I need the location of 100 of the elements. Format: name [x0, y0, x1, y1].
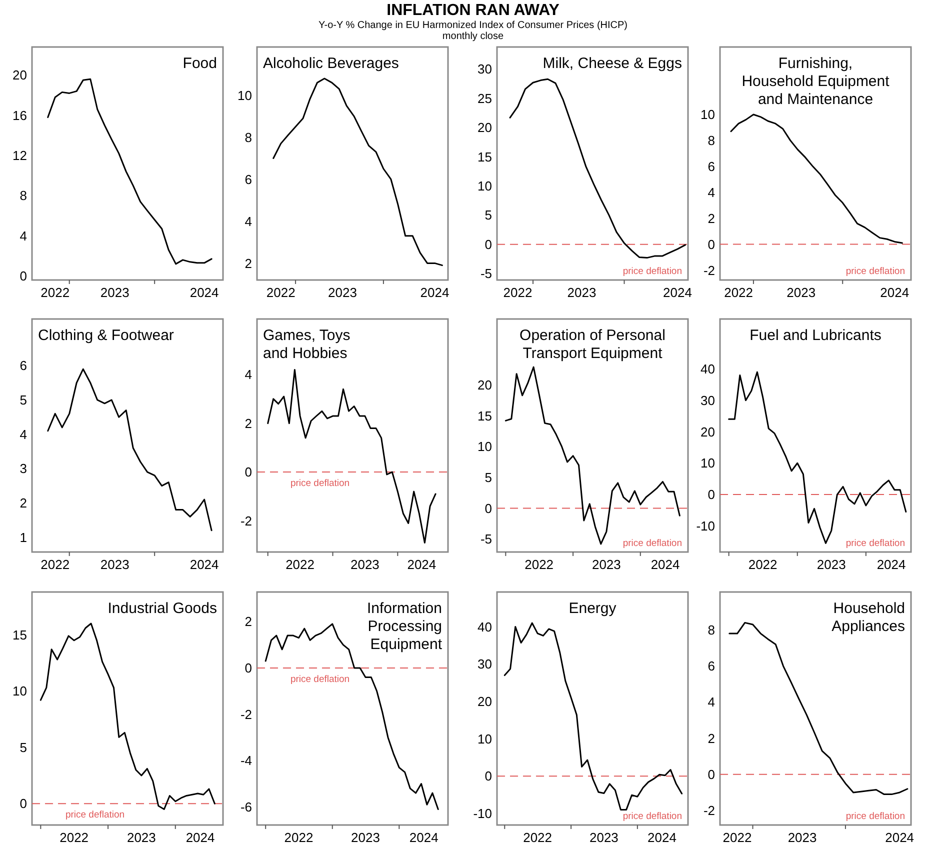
text: Energy	[568, 600, 617, 617]
x-tick-label: 2024	[885, 830, 914, 845]
y-tick-label: -2	[240, 513, 252, 528]
x-tick-label: 2023	[567, 285, 596, 300]
x-tick-label: 2023	[126, 830, 156, 845]
ref-line-label: price deflation	[846, 811, 905, 822]
text: Y-o-Y % Change in EU Harmonized Index of Consumer Prices (HICP) monthly close	[318, 20, 628, 42]
x-tick-label: 2023	[350, 557, 380, 572]
y-tick-label: 0	[244, 464, 252, 480]
x-tick-label: 2024	[407, 557, 436, 572]
ref-line-label: price deflation	[622, 538, 682, 549]
y-tick-label: 10	[700, 107, 715, 122]
x-tick-label: 2022	[524, 557, 554, 572]
y-tick-label: 15	[478, 408, 492, 424]
x-tick-label: 2022	[266, 285, 296, 300]
y-tick-label: -5	[480, 532, 492, 547]
ref-line-label: price deflation	[622, 811, 682, 822]
ref-line-label: price deflation	[290, 674, 350, 685]
x-tick-label: 2024	[186, 830, 215, 845]
text: Industrial Goods	[108, 600, 217, 617]
x-tick-label: 2023	[328, 285, 357, 300]
y-tick-label: 30	[478, 656, 492, 672]
y-tick-label: 0	[484, 500, 492, 516]
y-tick-label: 20	[478, 378, 492, 393]
y-tick-label: 10	[478, 178, 492, 194]
y-tick-label: 6	[708, 158, 715, 174]
x-tick-label: 2023	[590, 830, 618, 845]
y-tick-label: 10	[238, 88, 252, 103]
y-tick-label: 0	[484, 768, 492, 784]
x-tick-label: 2022	[503, 285, 532, 300]
x-tick-label: 2024	[880, 285, 910, 300]
y-tick-label: 5	[484, 208, 492, 223]
ref-line-label: price deflation	[622, 266, 682, 277]
y-tick-label: 15	[478, 149, 492, 164]
x-tick-label: 2023	[592, 557, 621, 572]
y-tick-label: 2	[244, 416, 252, 431]
y-tick-label: 20	[478, 120, 492, 136]
y-tick-label: -2	[703, 262, 715, 278]
x-tick-label: 2023	[788, 830, 817, 845]
x-tick-label: 2022	[748, 557, 778, 572]
y-tick-label: -6	[240, 799, 252, 814]
y-tick-label: 0	[708, 487, 715, 502]
y-tick-label: 16	[12, 108, 27, 123]
y-tick-label: 2	[708, 730, 715, 746]
x-tick-label: 2024	[650, 557, 680, 572]
y-tick-label: 2	[244, 614, 252, 630]
y-tick-label: 10	[478, 439, 492, 454]
x-tick-label: 2024	[420, 285, 450, 300]
x-tick-label: 2023	[351, 830, 380, 845]
y-tick-label: 15	[12, 627, 27, 642]
y-tick-label: 40	[478, 619, 492, 634]
x-tick-label: 2024	[663, 285, 692, 300]
y-tick-label: 4	[708, 694, 715, 710]
text: Games, Toys and Hobbies	[263, 327, 350, 362]
text: Fuel and Lubricants	[750, 327, 882, 344]
y-tick-label: 8	[20, 188, 27, 204]
x-tick-label: 2024	[190, 557, 219, 572]
y-tick-label: 2	[20, 495, 27, 510]
x-tick-label: 2024	[409, 830, 438, 845]
y-tick-label: 8	[708, 622, 715, 638]
y-tick-label: 4	[20, 228, 27, 244]
y-tick-label: 0	[708, 766, 715, 782]
y-tick-label: 0	[708, 236, 715, 252]
y-tick-label: 10	[700, 456, 715, 471]
ref-line-label: price deflation	[65, 810, 125, 821]
y-tick-label: 8	[708, 133, 715, 148]
x-tick-label: 2023	[100, 285, 130, 300]
y-tick-label: 6	[20, 358, 27, 374]
y-tick-label: 20	[700, 424, 715, 440]
y-tick-label: 2	[708, 210, 715, 226]
y-tick-label: -10	[473, 806, 492, 821]
y-tick-label: 5	[20, 392, 27, 408]
y-tick-label: 0	[484, 236, 492, 252]
y-tick-label: 2	[244, 256, 252, 271]
y-tick-label: 20	[12, 68, 27, 83]
x-tick-label: 2022	[724, 285, 754, 300]
y-tick-label: -2	[703, 803, 715, 818]
y-tick-label: 30	[478, 62, 492, 77]
y-tick-label: 0	[20, 268, 27, 284]
y-tick-label: -2	[240, 706, 252, 722]
text: Alcoholic Beverages	[263, 55, 399, 72]
y-tick-label: 10	[478, 731, 492, 746]
ref-line-label: price deflation	[846, 266, 905, 277]
x-tick-label: 2023	[786, 285, 816, 300]
y-tick-label: 1	[20, 530, 27, 545]
y-tick-label: 0	[20, 796, 27, 812]
x-tick-label: 2022	[60, 830, 89, 845]
y-tick-label: 4	[244, 367, 252, 382]
x-tick-label: 2022	[284, 830, 314, 845]
x-tick-label: 2022	[286, 557, 314, 572]
y-tick-label: 3	[20, 461, 27, 476]
text: Household Appliances	[832, 600, 905, 635]
y-tick-label: 6	[244, 172, 252, 187]
text: Milk, Cheese & Eggs	[542, 55, 682, 72]
y-tick-label: -10	[696, 518, 715, 534]
ref-line-label: price deflation	[290, 478, 350, 490]
y-tick-label: 25	[478, 90, 492, 106]
x-tick-label: 2024	[190, 285, 219, 300]
y-tick-label: 10	[12, 684, 27, 699]
text: Information Processing Equipment	[366, 600, 443, 653]
